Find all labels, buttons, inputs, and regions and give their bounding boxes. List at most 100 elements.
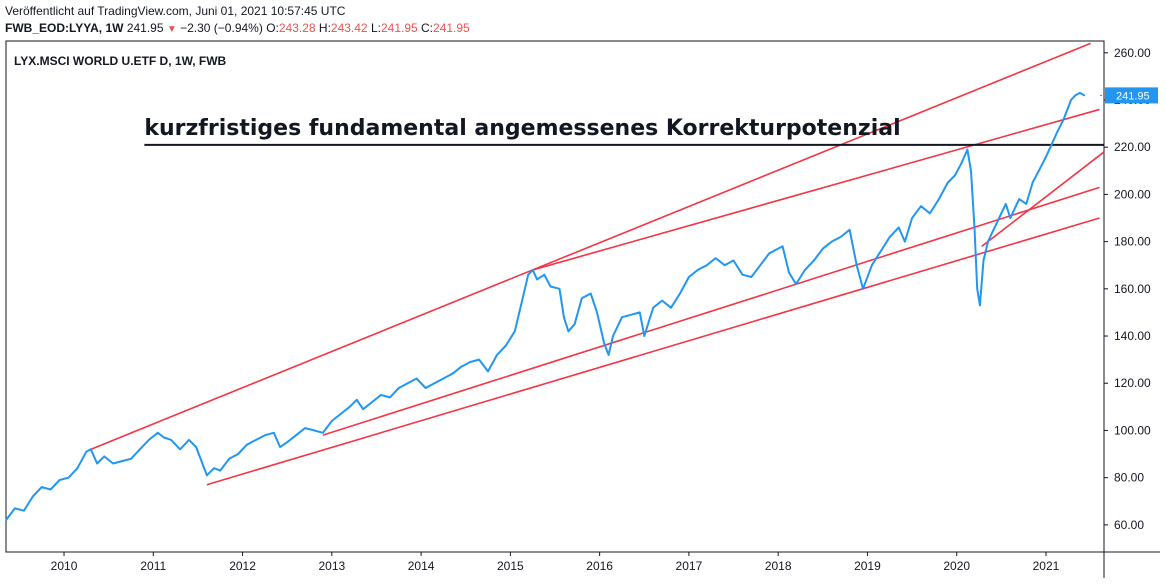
low-value: 241.95 (380, 21, 418, 35)
data-point (103, 455, 105, 458)
data-point (987, 240, 989, 243)
y-tick-label: 120.00 (1114, 376, 1151, 390)
data-point (1025, 203, 1028, 205)
trend-line-1 (90, 42, 1091, 451)
data-point (612, 335, 614, 337)
data-point (880, 250, 882, 252)
data-point (1018, 198, 1020, 200)
x-tick-label: 2012 (229, 559, 256, 573)
annotations: kurzfristiges fundamental angemessenes K… (144, 116, 900, 141)
data-point (389, 396, 391, 399)
data-point (246, 443, 248, 446)
data-point (563, 316, 565, 318)
last-price: 241.95 (126, 21, 164, 35)
data-point (67, 476, 70, 479)
data-point (487, 370, 489, 373)
data-point (813, 259, 815, 262)
data-point (1049, 146, 1052, 149)
data-point (304, 427, 306, 429)
data-point (264, 434, 266, 436)
close-label: C: (421, 21, 434, 35)
data-point (970, 170, 972, 172)
data-point (688, 276, 690, 278)
data-point (139, 448, 141, 451)
data-point (40, 486, 43, 488)
y-tick-label: 140.00 (1114, 329, 1151, 343)
data-point (536, 278, 538, 281)
data-point (781, 245, 784, 248)
data-point (979, 304, 981, 307)
data-point (920, 205, 922, 208)
data-point (228, 457, 230, 460)
data-point (960, 162, 962, 165)
data-point (643, 335, 646, 337)
data-point (322, 432, 324, 434)
series-layer (5, 91, 1086, 521)
data-point (460, 365, 463, 368)
data-point (170, 439, 172, 441)
data-point (163, 436, 165, 439)
y-axis-ticks: 60.00 80.00 100.00 120.00 140.00 160.00 180.00… (1104, 46, 1151, 532)
y-tick-label: 260.00 (1114, 46, 1151, 60)
data-point (58, 479, 61, 481)
y-tick-label: 220.00 (1114, 140, 1151, 154)
data-point (822, 247, 824, 250)
data-point (795, 283, 797, 285)
x-tick-label: 2014 (408, 559, 435, 573)
data-point (313, 429, 315, 432)
data-point (156, 432, 159, 434)
x-tick-label: 2021 (1033, 559, 1060, 573)
data-point (839, 236, 842, 238)
close-value: 241.95 (433, 21, 470, 35)
x-tick-label: 2011 (140, 559, 166, 573)
data-point (1074, 94, 1077, 97)
data-point (888, 236, 891, 238)
data-point (966, 148, 969, 151)
data-point (596, 311, 598, 314)
data-point (237, 453, 239, 455)
data-point (830, 240, 833, 243)
data-point (397, 387, 400, 389)
open-label: O: (266, 21, 279, 35)
data-point (213, 467, 215, 470)
data-point (897, 226, 900, 229)
data-point (331, 420, 333, 422)
high-label: H: (318, 21, 331, 35)
data-point (188, 439, 190, 441)
symbol-label: FWB_EOD:LYYA, 1W (5, 21, 124, 35)
data-point (130, 457, 132, 460)
data-point (31, 495, 34, 498)
data-point (573, 323, 576, 326)
low-label: L: (370, 21, 381, 35)
x-tick-label: 2018 (765, 559, 792, 573)
x-tick-label: 2010 (51, 559, 78, 573)
data-point (589, 292, 592, 295)
data-point (14, 507, 16, 510)
data-point (514, 330, 516, 333)
data-point (1005, 203, 1007, 205)
data-point (112, 462, 114, 465)
data-point (607, 354, 610, 356)
data-point (705, 264, 708, 267)
open-value: 243.28 (278, 21, 316, 35)
data-point (630, 313, 632, 316)
data-point (1079, 92, 1081, 94)
data-point (96, 462, 98, 465)
x-tick-label: 2013 (318, 559, 345, 573)
data-point (768, 252, 771, 255)
trend-line-5 (981, 151, 1105, 247)
data-point (85, 450, 88, 453)
data-point (558, 288, 561, 290)
x-tick-label: 2017 (676, 559, 703, 573)
data-point (1031, 181, 1034, 184)
data-point (871, 264, 873, 267)
data-point (804, 269, 806, 271)
data-point (723, 264, 726, 267)
data-point (348, 406, 351, 408)
last-price-badge-label: 241.95 (1116, 90, 1150, 102)
data-point (362, 408, 364, 411)
data-point (679, 292, 681, 295)
data-point (750, 276, 753, 278)
last-price-badge-bg (1105, 87, 1158, 104)
